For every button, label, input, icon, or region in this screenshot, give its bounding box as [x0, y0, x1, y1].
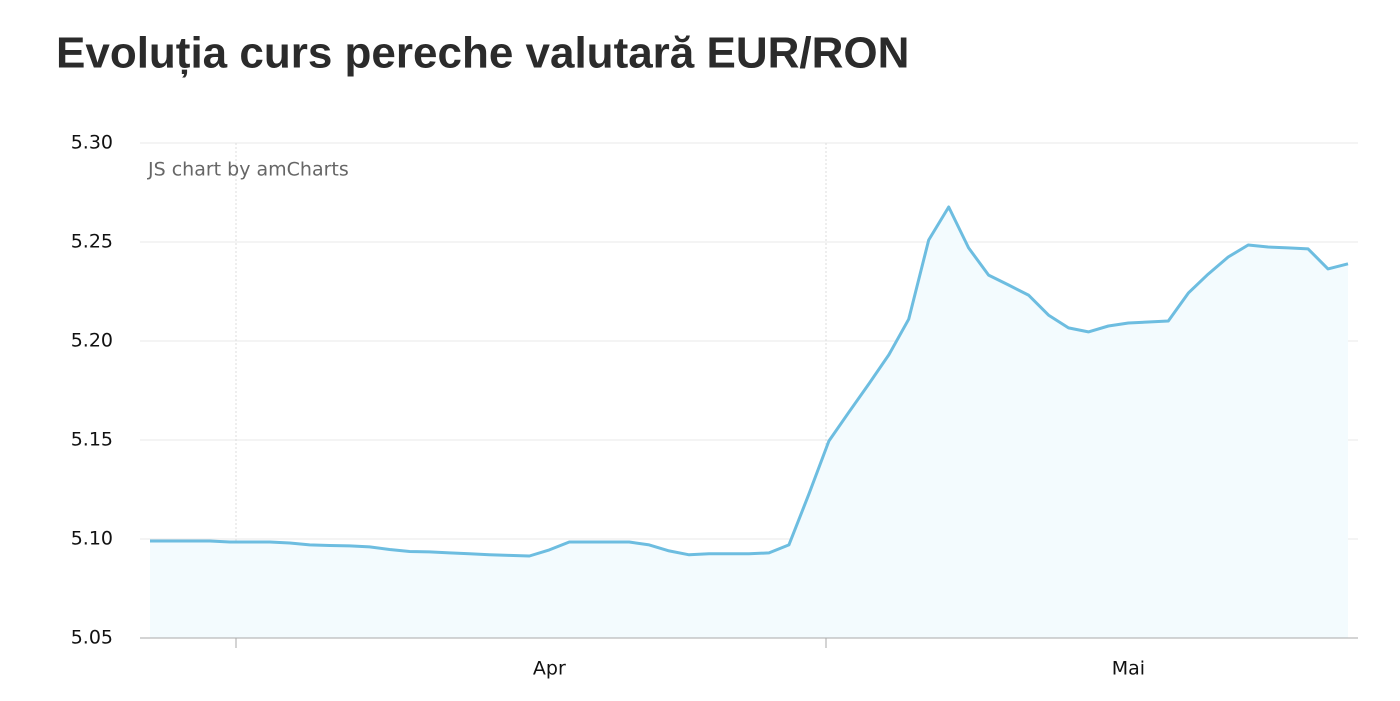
line: [150, 205, 1349, 558]
y-tick-label: 5.20: [71, 330, 113, 352]
area: [150, 207, 1348, 638]
credit: JS chart by amCharts: [147, 159, 349, 181]
y-tick-label: 5.05: [71, 627, 113, 649]
x-tick-label: Mai: [1112, 658, 1145, 680]
y-tick-label: 5.25: [71, 231, 113, 253]
y-tick-label: 5.15: [71, 429, 113, 451]
y-tick-label: 5.10: [71, 528, 113, 550]
chart-title: Evoluția curs pereche valutară EUR/RON: [56, 29, 909, 78]
plot: [150, 205, 1349, 638]
y-tick-label: 5.30: [71, 132, 113, 154]
x-tick-label: Apr: [533, 658, 566, 680]
